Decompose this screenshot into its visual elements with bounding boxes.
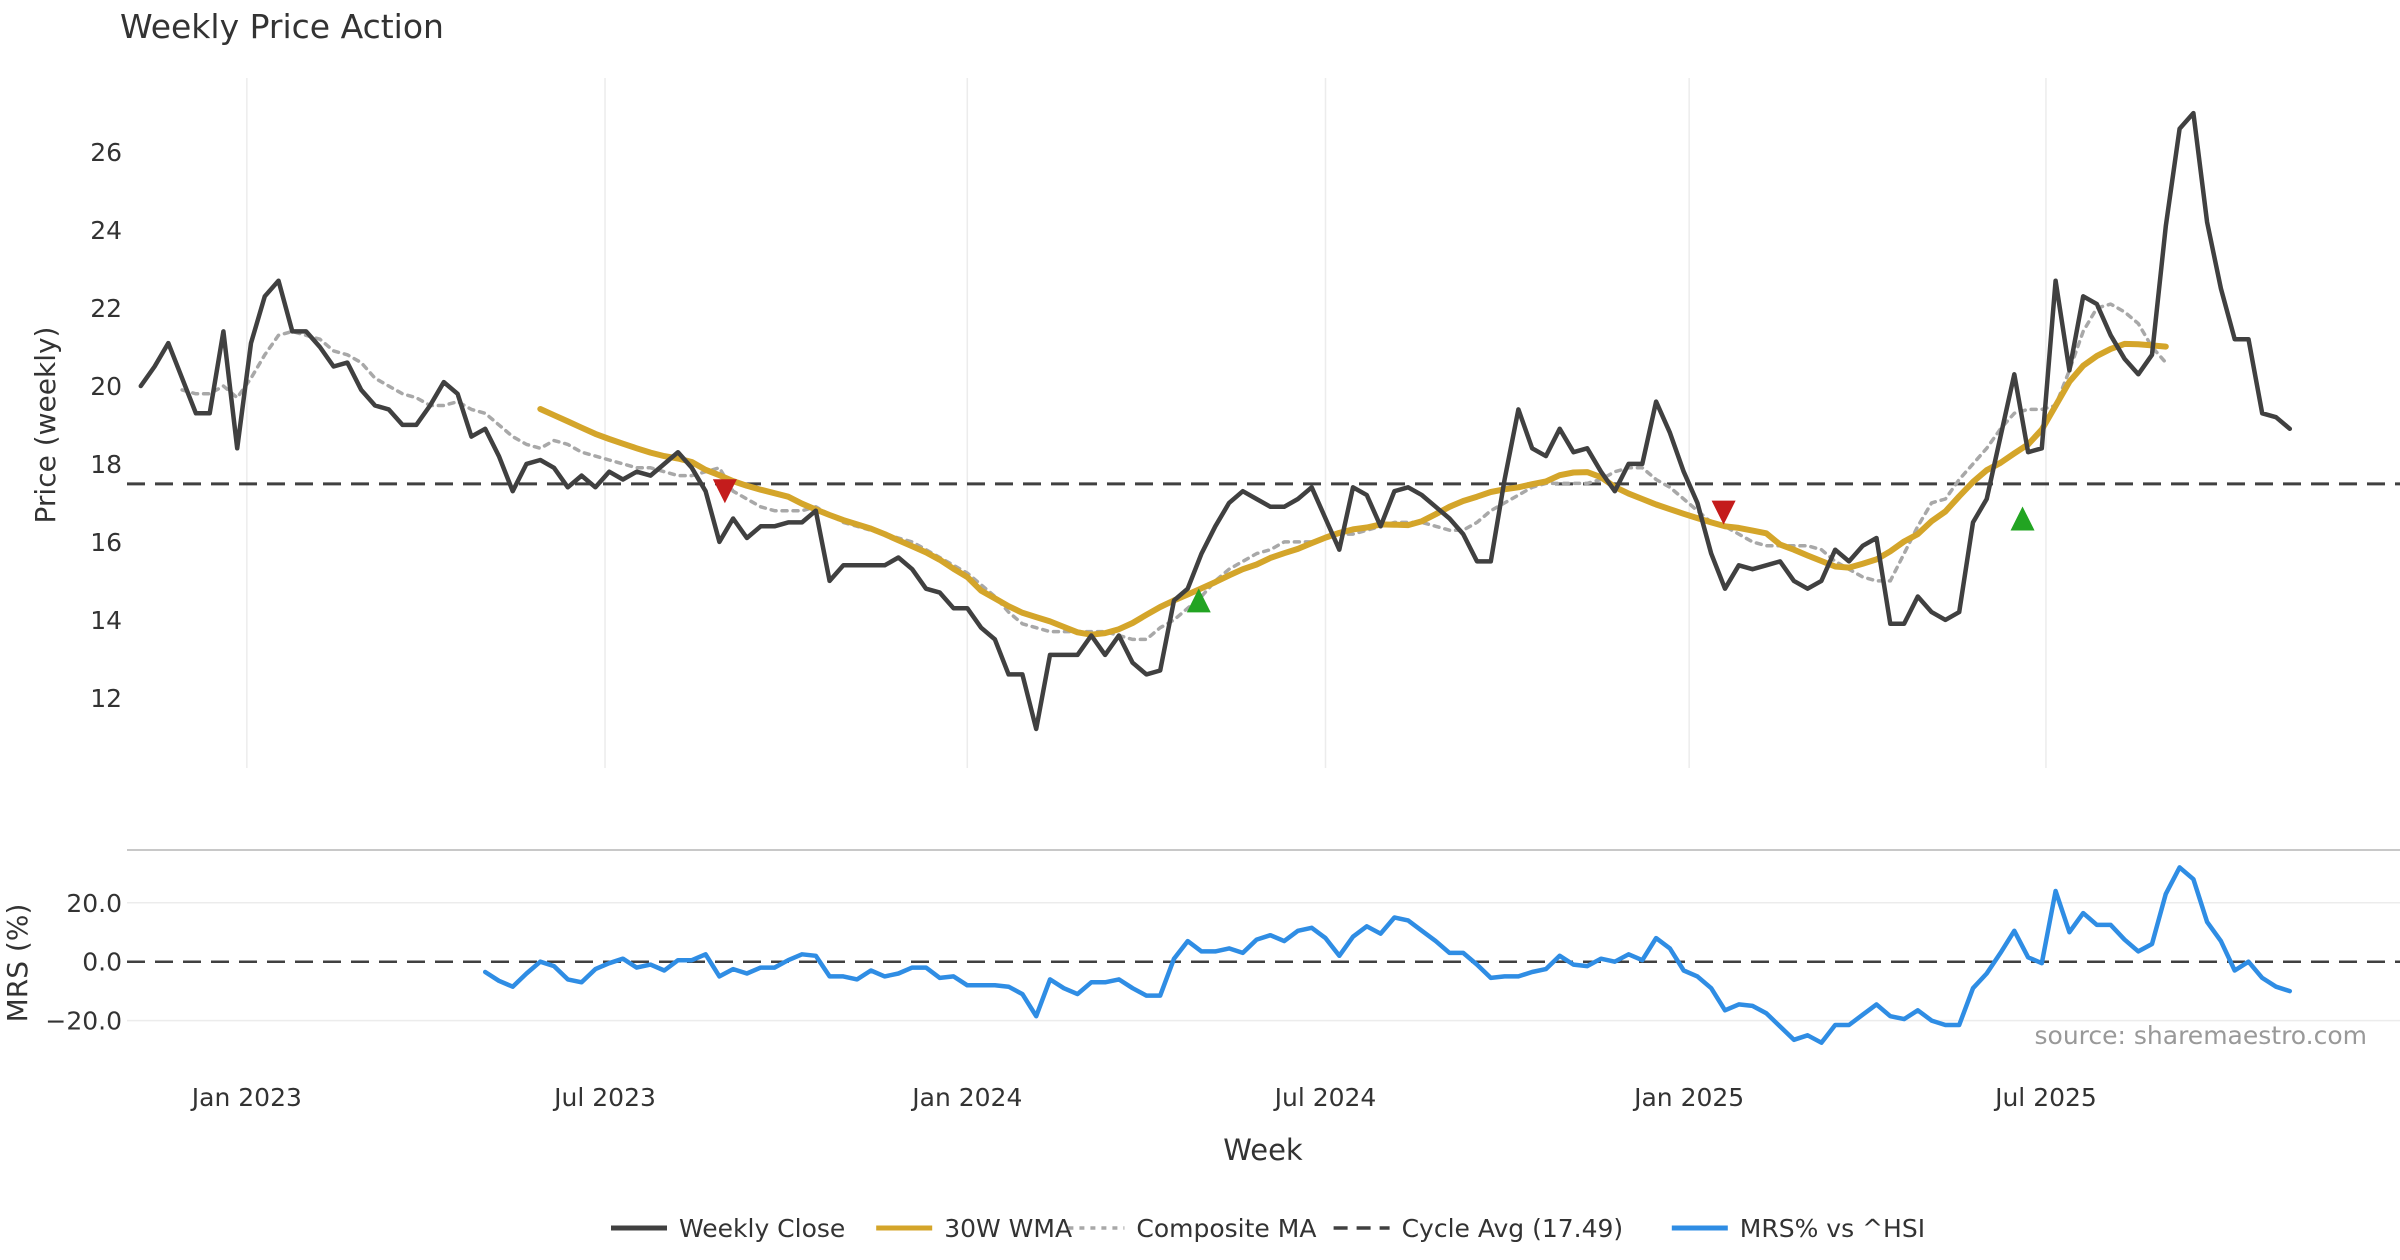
legend: Weekly Close 30W WMA Composite MA Cycle Avg… (611, 1214, 1925, 1243)
x-ticks: Jan 2023 Jul 2023 Jan 2024 Jul 2024 Jan 2025… (190, 1083, 2097, 1112)
weekly-close-line (138, 110, 2293, 732)
buy-signal-marker (2010, 506, 2035, 531)
legend-label: Composite MA (1136, 1214, 1316, 1243)
price-y-tick-label: 22 (90, 294, 122, 323)
price-y-tick-label: 18 (90, 450, 122, 479)
price-y-tick-label: 14 (90, 606, 122, 635)
sell-signal-marker (712, 479, 737, 504)
sell-signal-marker (1711, 500, 1736, 525)
mrs-line (482, 865, 2293, 1045)
x-tick-label: Jul 2023 (552, 1083, 656, 1112)
x-tick-label: Jan 2025 (1632, 1083, 1744, 1112)
legend-label: Weekly Close (679, 1214, 845, 1243)
x-tick-label: Jan 2023 (190, 1083, 302, 1112)
mrs-grid (127, 902, 2400, 1022)
mrs-y-ticks: 20.0 0.0 −20.0 (45, 889, 122, 1036)
mrs-y-axis-label: MRS (%) (1, 904, 34, 1023)
price-y-tick-label: 20 (90, 372, 122, 401)
x-tick-label: Jul 2024 (1273, 1083, 1377, 1112)
legend-label: 30W WMA (944, 1214, 1072, 1243)
mrs-y-tick-label: 0.0 (82, 948, 122, 977)
price-grid (246, 78, 2047, 768)
legend-label: MRS% vs ^HSI (1740, 1214, 1925, 1243)
price-y-tick-label: 16 (90, 528, 122, 557)
x-tick-label: Jul 2025 (1993, 1083, 2097, 1112)
price-y-tick-label: 24 (90, 216, 122, 245)
source-annotation: source: sharemaestro.com (2035, 1021, 2368, 1050)
x-tick-label: Jan 2024 (910, 1083, 1022, 1112)
price-y-tick-label: 12 (90, 684, 122, 713)
price-y-axis-label: Price (weekly) (29, 327, 62, 524)
buy-signal-marker (1186, 588, 1211, 613)
price-y-tick-label: 26 (90, 138, 122, 167)
chart-title: Weekly Price Action (120, 7, 444, 46)
price-series (138, 110, 2293, 732)
mrs-series (482, 865, 2293, 1045)
price-y-ticks: 12 14 16 18 20 22 24 26 (90, 138, 122, 713)
composite-ma-line (180, 302, 2168, 642)
mrs-y-tick-label: −20.0 (45, 1007, 122, 1036)
legend-label: Cycle Avg (17.49) (1402, 1214, 1624, 1243)
mrs-y-tick-label: 20.0 (66, 889, 122, 918)
wma-30w-line (537, 340, 2169, 638)
signal-markers (712, 479, 2035, 613)
x-axis-label: Week (1223, 1133, 1303, 1167)
